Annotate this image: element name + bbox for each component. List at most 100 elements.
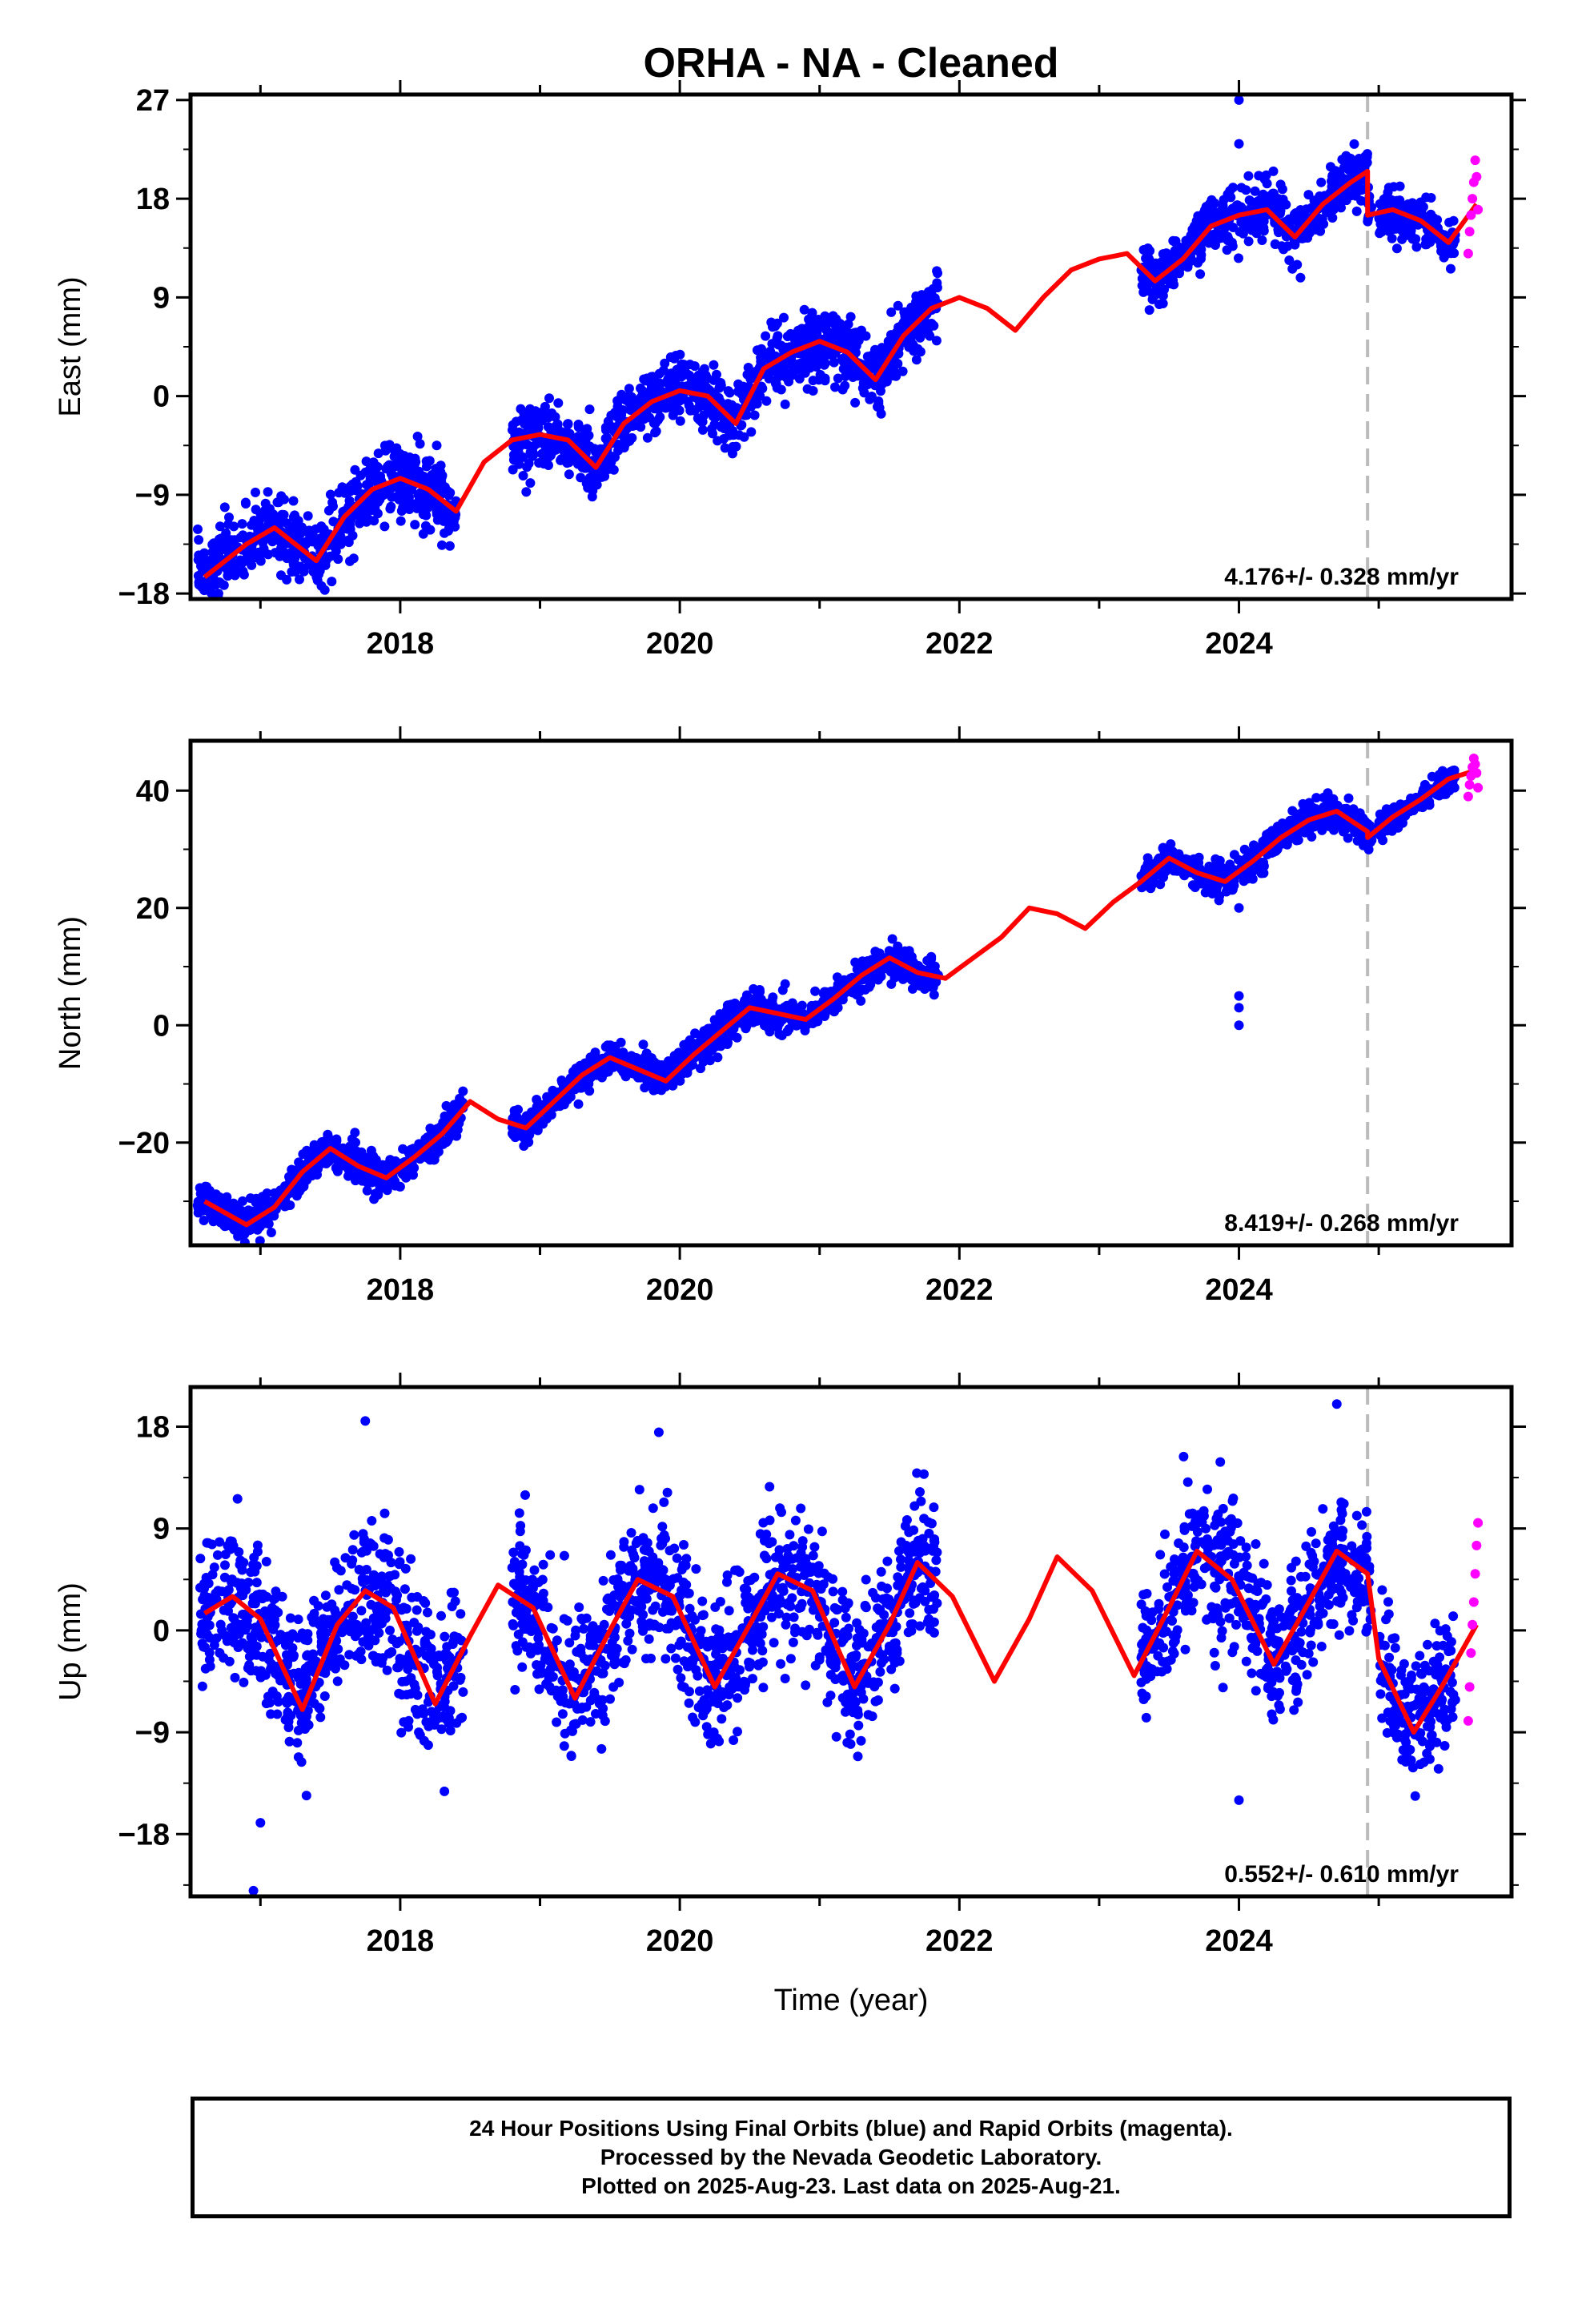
final-orbit-point [665, 401, 675, 412]
x-tick-label: 2020 [646, 627, 714, 661]
final-orbit-point [1144, 305, 1154, 316]
final-orbit-point [1317, 825, 1327, 835]
final-orbit-point [832, 972, 842, 983]
final-orbit-point [914, 304, 925, 315]
plot-area [192, 741, 1484, 1245]
final-orbit-point [749, 410, 760, 420]
final-orbit-point [732, 1032, 742, 1043]
final-orbit-point [1411, 242, 1422, 252]
final-orbit-point [721, 1005, 732, 1015]
final-orbit-point [769, 1017, 779, 1027]
final-orbit-point [1383, 226, 1394, 236]
final-orbit-point [1389, 802, 1399, 813]
final-orbit-point [304, 525, 315, 536]
y-tick-label: −18 [118, 577, 170, 611]
y-axis-label: East (mm) [54, 276, 87, 416]
final-orbit-point [324, 1139, 335, 1149]
final-orbit-point [929, 320, 939, 331]
final-orbit-point [652, 382, 662, 392]
final-orbit-point [1179, 870, 1190, 881]
final-orbit-point [1166, 251, 1176, 261]
final-orbit-point [314, 569, 323, 580]
final-orbit-point [410, 520, 420, 530]
final-orbit-point [772, 333, 782, 344]
final-orbit-point [197, 582, 207, 593]
final-orbit-point [701, 401, 711, 412]
final-orbit-point [396, 516, 406, 526]
final-orbit-point [557, 1077, 568, 1088]
final-orbit-point [412, 432, 423, 441]
final-orbit-point [294, 1157, 304, 1168]
final-orbit-point [1211, 857, 1222, 866]
final-orbit-point [668, 410, 678, 420]
final-orbit-point [1174, 849, 1184, 859]
final-orbit-point [426, 497, 436, 508]
final-orbit-point [1277, 184, 1287, 195]
y-tick-label: 27 [136, 84, 170, 118]
final-orbit-point [768, 992, 778, 1003]
final-orbit-point [295, 529, 305, 539]
final-orbit-point [1343, 793, 1354, 803]
final-orbit-point [1189, 854, 1199, 864]
final-orbit-point [556, 454, 567, 464]
final-orbit-point [449, 1100, 460, 1110]
final-orbit-point [610, 1043, 620, 1053]
rapid-orbit-point [1463, 791, 1473, 802]
final-orbit-point [1291, 835, 1302, 846]
final-orbit-point [295, 561, 306, 572]
final-orbit-point [641, 376, 651, 386]
final-orbit-point [528, 451, 537, 461]
final-orbit-outlier [1234, 903, 1244, 913]
final-orbit-point [361, 456, 371, 467]
rate-label: 4.176+/- 0.328 mm/yr [1224, 564, 1459, 590]
final-orbit-point [653, 415, 663, 425]
final-orbit-point [1228, 223, 1239, 232]
final-orbit-point [735, 1002, 745, 1012]
final-orbit-point [811, 1016, 821, 1027]
final-orbit-point [1336, 203, 1346, 213]
final-orbit-point [772, 383, 782, 393]
final-orbit-point [406, 470, 416, 480]
final-orbit-point [564, 469, 574, 480]
final-orbit-point [288, 496, 299, 506]
final-orbit-point [907, 983, 917, 994]
final-orbit-point [628, 421, 638, 431]
final-orbit-point [1249, 841, 1259, 851]
final-orbit-point [1319, 802, 1329, 812]
final-orbit-point [642, 432, 652, 443]
final-orbit-point [833, 373, 843, 384]
final-orbit-point [881, 343, 891, 353]
x-tick-label: 2022 [926, 627, 994, 661]
final-orbit-point [807, 311, 817, 321]
final-orbit-point [251, 487, 260, 497]
final-orbit-point [224, 541, 235, 552]
final-orbit-point [580, 1058, 590, 1068]
final-orbit-point [387, 492, 397, 502]
final-orbit-point [1295, 272, 1306, 283]
final-orbit-point [417, 474, 428, 485]
rapid-orbit-point [1464, 779, 1475, 790]
final-orbit-point [646, 1061, 656, 1072]
final-orbit-point [199, 1191, 209, 1201]
final-orbit-point [703, 1023, 713, 1034]
final-orbit-point [238, 1196, 247, 1206]
final-orbit-point [785, 359, 794, 369]
final-orbit-point [272, 497, 283, 508]
final-orbit-point [1158, 843, 1168, 854]
final-orbit-point [1279, 244, 1289, 255]
final-orbit-point [400, 494, 410, 505]
final-orbit-point [624, 384, 634, 394]
final-orbit-point [1257, 191, 1267, 201]
final-orbit-point [1349, 139, 1359, 149]
final-orbit-point [444, 541, 455, 551]
final-orbit-point [1234, 253, 1243, 263]
final-orbit-point [790, 335, 801, 345]
final-orbit-point [255, 1236, 265, 1245]
final-orbit-point [287, 567, 297, 577]
final-orbit-point [866, 359, 877, 369]
final-orbit-point [525, 478, 536, 489]
final-orbit-point [717, 420, 728, 431]
final-orbit-point [344, 522, 355, 533]
final-orbit-point [328, 501, 338, 512]
final-orbit-point [1239, 844, 1250, 854]
